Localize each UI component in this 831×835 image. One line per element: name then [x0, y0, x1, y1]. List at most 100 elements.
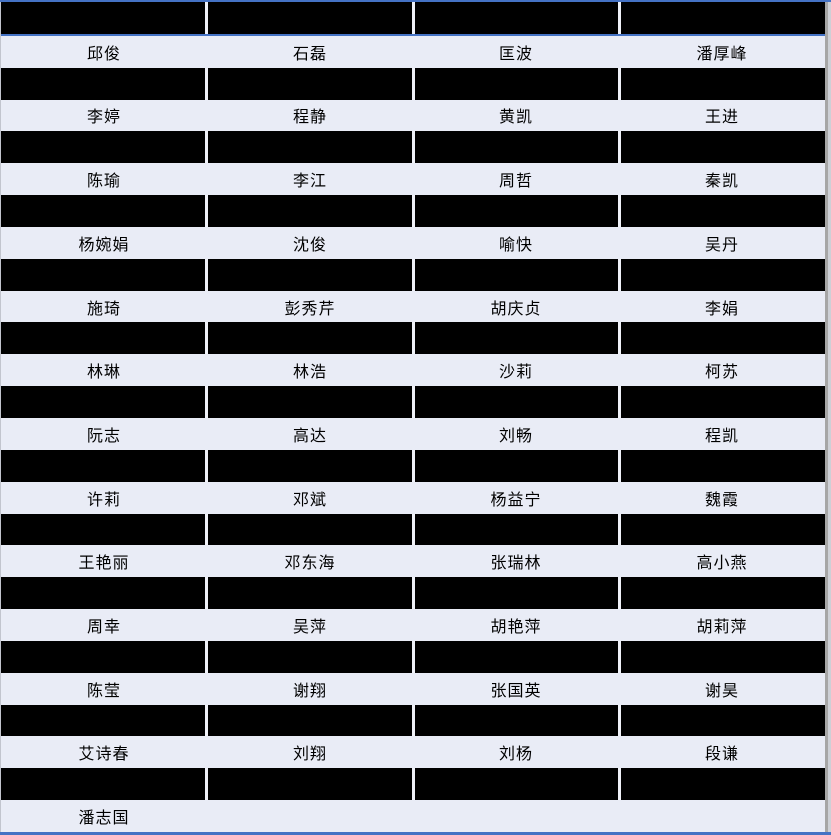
name-cell: 胡庆贞 [490, 300, 542, 318]
redacted-cell [413, 704, 620, 737]
redacted-row [1, 577, 825, 610]
name-cell: 陈瑜 [86, 173, 121, 191]
name-cell: 谢翔 [292, 682, 327, 700]
name-cell: 柯苏 [704, 364, 739, 382]
redaction-bar [621, 704, 825, 737]
redacted-cell [619, 67, 825, 100]
redacted-cell [619, 322, 825, 355]
redacted-cell [413, 67, 620, 100]
redaction-bar [621, 640, 825, 673]
redaction-bar [414, 322, 619, 355]
redacted-cell [1, 768, 207, 801]
redaction-bar [414, 67, 619, 100]
name-cell: 高小燕 [696, 555, 748, 573]
name-cell: 王进 [704, 109, 739, 127]
redacted-row [1, 195, 825, 227]
name-cell: 秦凯 [704, 173, 739, 191]
redacted-cell [413, 513, 620, 546]
name-cell: 李婷 [86, 109, 121, 127]
redacted-cell [1, 577, 207, 610]
redaction-bar [1, 704, 205, 737]
redacted-cell [619, 768, 825, 801]
redaction-bar [414, 640, 619, 673]
redaction-bar [414, 258, 619, 291]
redacted-cell [619, 195, 825, 227]
redaction-bar [207, 768, 412, 801]
name-row: 林琳 林浩 沙莉 柯苏 [1, 354, 825, 386]
name-cell: 魏霞 [704, 491, 739, 509]
redacted-row [1, 67, 825, 100]
name-cell: 胡艳萍 [490, 618, 542, 636]
name-cell: 林浩 [292, 364, 327, 382]
name-cell: 张国英 [490, 682, 542, 700]
redaction-bar [414, 513, 619, 546]
redacted-cell [206, 449, 413, 482]
name-cell: 程凯 [704, 427, 739, 445]
redaction-bar [207, 258, 412, 291]
name-cell: 张瑞林 [490, 555, 542, 573]
redacted-cell [206, 640, 413, 673]
redacted-cell [1, 449, 207, 482]
redacted-cell [619, 704, 825, 737]
name-row: 阮志 高达 刘畅 程凯 [1, 418, 825, 450]
name-cell: 谢昊 [704, 682, 739, 700]
name-row: 杨婉娟 沈俊 喻快 吴丹 [1, 227, 825, 259]
redacted-row [1, 704, 825, 737]
table-right-border [825, 2, 828, 832]
table-right-border-outer [828, 2, 831, 832]
name-row: 艾诗春 刘翔 刘杨 段谦 [1, 736, 825, 768]
redaction-bar [621, 513, 825, 546]
redaction-bar [1, 322, 205, 355]
name-row: 潘志国 [1, 800, 825, 832]
name-row: 王艳丽 邓东海 张瑞林 高小燕 [1, 545, 825, 577]
redaction-bar [207, 640, 412, 673]
redacted-cell [206, 258, 413, 291]
redacted-cell [1, 195, 207, 227]
redaction-bar [207, 2, 412, 34]
name-row: 陈莹 谢翔 张国英 谢昊 [1, 673, 825, 705]
name-cell: 邓东海 [284, 555, 336, 573]
redacted-row [1, 768, 825, 801]
name-cell: 石磊 [292, 45, 327, 63]
redaction-bar [414, 449, 619, 482]
name-cell: 杨益宁 [490, 491, 542, 509]
redaction-bar [414, 195, 619, 227]
redacted-cell [413, 577, 620, 610]
name-cell: 段谦 [704, 746, 739, 764]
name-row: 陈瑜 李江 周哲 秦凯 [1, 163, 825, 195]
name-row: 邱俊 石磊 匡波 潘厚峰 [1, 36, 825, 68]
name-cell: 高达 [292, 427, 327, 445]
name-cell: 匡波 [498, 45, 533, 63]
redacted-cell [619, 258, 825, 291]
redacted-cell [619, 449, 825, 482]
name-cell: 邓斌 [292, 491, 327, 509]
redaction-bar [621, 2, 825, 34]
redaction-bar [207, 195, 412, 227]
name-row: 李婷 程静 黄凯 王进 [1, 100, 825, 132]
redacted-cell [1, 2, 207, 34]
redaction-bar [207, 513, 412, 546]
name-cell: 阮志 [86, 427, 121, 445]
name-cell: 潘志国 [78, 810, 130, 828]
name-cell: 程静 [292, 109, 327, 127]
redaction-bar [414, 386, 619, 418]
name-cell: 彭秀芹 [284, 300, 336, 318]
redacted-cell [619, 2, 825, 34]
name-cell: 李娟 [704, 300, 739, 318]
redaction-bar [414, 768, 619, 801]
name-cell: 邱俊 [86, 45, 121, 63]
name-cell [619, 800, 825, 832]
redaction-bar [1, 131, 205, 164]
redacted-cell [619, 577, 825, 610]
redacted-row [1, 640, 825, 673]
redaction-bar [414, 704, 619, 737]
redaction-bar [207, 67, 412, 100]
redacted-cell [413, 386, 620, 418]
redacted-cell [413, 449, 620, 482]
name-cell: 沈俊 [292, 236, 327, 254]
redaction-bar [207, 577, 412, 610]
name-cell: 林琳 [86, 364, 121, 382]
name-cell: 胡莉萍 [696, 618, 748, 636]
redacted-row [1, 513, 825, 546]
redacted-row [1, 131, 825, 164]
